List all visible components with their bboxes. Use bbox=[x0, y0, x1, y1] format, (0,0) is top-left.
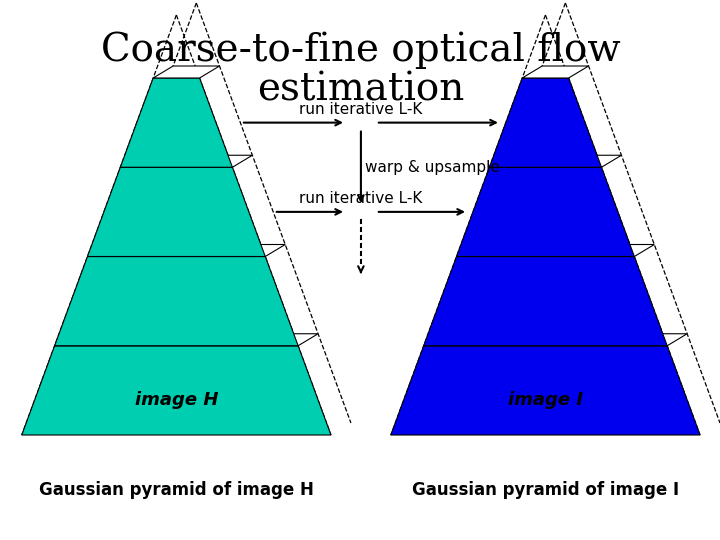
Polygon shape bbox=[456, 245, 654, 256]
Polygon shape bbox=[490, 156, 621, 167]
Polygon shape bbox=[490, 78, 601, 167]
Text: image I: image I bbox=[508, 392, 583, 409]
Text: estimation: estimation bbox=[257, 71, 464, 109]
Text: image H: image H bbox=[135, 392, 218, 409]
Polygon shape bbox=[55, 334, 318, 346]
Polygon shape bbox=[55, 256, 298, 346]
Text: Gaussian pyramid of image I: Gaussian pyramid of image I bbox=[412, 481, 679, 499]
Polygon shape bbox=[456, 167, 634, 256]
Polygon shape bbox=[391, 346, 700, 435]
Polygon shape bbox=[153, 66, 220, 78]
Text: warp & upsample: warp & upsample bbox=[365, 160, 500, 175]
Polygon shape bbox=[87, 167, 265, 256]
Polygon shape bbox=[423, 256, 667, 346]
Text: Coarse-to-fine optical flow: Coarse-to-fine optical flow bbox=[101, 31, 621, 69]
Polygon shape bbox=[120, 156, 253, 167]
Text: Gaussian pyramid of image H: Gaussian pyramid of image H bbox=[39, 481, 314, 499]
Polygon shape bbox=[522, 66, 588, 78]
Polygon shape bbox=[423, 334, 687, 346]
Polygon shape bbox=[120, 78, 233, 167]
Text: run iterative L-K: run iterative L-K bbox=[300, 102, 423, 117]
Polygon shape bbox=[22, 346, 331, 435]
Polygon shape bbox=[87, 245, 285, 256]
Text: run iterative L-K: run iterative L-K bbox=[300, 191, 423, 206]
